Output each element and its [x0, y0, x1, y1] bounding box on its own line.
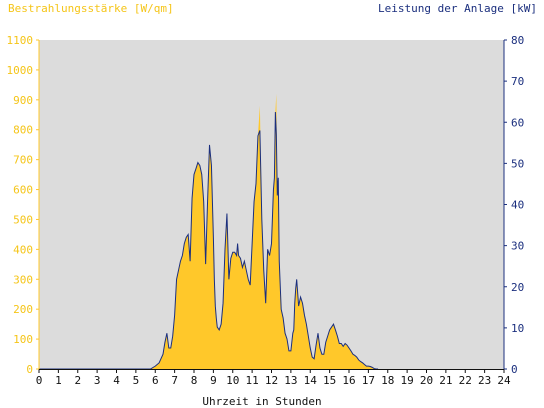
- right-tick-label: 40: [511, 199, 524, 212]
- right-axis-title: Leistung der Anlage [kW]: [378, 2, 537, 15]
- x-tick-label: 23: [478, 374, 491, 387]
- x-tick-label: 13: [284, 374, 297, 387]
- x-tick-label: 16: [342, 374, 355, 387]
- right-tick-label: 0: [511, 363, 518, 376]
- irradiance-series-area: [39, 93, 379, 369]
- right-tick-label: 70: [511, 75, 524, 88]
- x-tick-label: 3: [94, 374, 101, 387]
- x-tick-label: 20: [420, 374, 433, 387]
- right-tick-label: 10: [511, 322, 524, 335]
- left-tick-label: 400: [13, 243, 33, 256]
- x-tick-label: 17: [362, 374, 375, 387]
- x-tick-label: 10: [226, 374, 239, 387]
- x-tick-label: 5: [133, 374, 140, 387]
- x-tick-label: 22: [459, 374, 472, 387]
- x-tick-label: 11: [246, 374, 259, 387]
- left-axis-title: Bestrahlungsstärke [W/qm]: [8, 2, 174, 15]
- x-tick-label: 1: [55, 374, 62, 387]
- x-axis-title: Uhrzeit in Stunden: [202, 395, 321, 408]
- x-tick-label: 6: [152, 374, 159, 387]
- left-tick-label: 700: [13, 154, 33, 167]
- left-tick-label: 500: [13, 213, 33, 226]
- tick-labels: 0 1 2 3 4 5 6 7 8 9 10 11 12 13 14 15 16 17 18 19 20 21 22 23 24…: [7, 34, 525, 387]
- x-tick-label: 4: [113, 374, 120, 387]
- x-tick-label: 18: [381, 374, 394, 387]
- right-tick-label: 60: [511, 116, 524, 129]
- x-tick-label: 2: [74, 374, 81, 387]
- left-tick-label: 800: [13, 124, 33, 137]
- x-tick-label: 7: [171, 374, 178, 387]
- x-tick-label: 14: [304, 374, 318, 387]
- left-tick-label: 600: [13, 184, 33, 197]
- x-tick-label: 24: [497, 374, 511, 387]
- left-tick-label: 300: [13, 273, 33, 286]
- left-tick-label: 1100: [7, 34, 34, 47]
- right-tick-label: 80: [511, 34, 524, 47]
- x-tick-label: 21: [439, 374, 452, 387]
- left-tick-label: 200: [13, 303, 33, 316]
- power-series-line: [39, 111, 379, 370]
- left-tick-label: 0: [26, 363, 33, 376]
- right-tick-label: 20: [511, 281, 524, 294]
- right-tick-label: 50: [511, 157, 524, 170]
- left-tick-label: 1000: [7, 64, 34, 77]
- right-tick-label: 30: [511, 240, 524, 253]
- x-tick-label: 9: [210, 374, 217, 387]
- x-tick-label: 19: [401, 374, 414, 387]
- axes: [36, 39, 507, 373]
- x-tick-label: 0: [36, 374, 43, 387]
- x-tick-label: 8: [191, 374, 198, 387]
- left-tick-label: 100: [13, 333, 33, 346]
- left-tick-label: 900: [13, 94, 33, 107]
- power-line-layer: [39, 111, 379, 370]
- irradiance-area-layer: [39, 93, 379, 369]
- x-tick-label: 15: [323, 374, 336, 387]
- x-tick-label: 12: [265, 374, 278, 387]
